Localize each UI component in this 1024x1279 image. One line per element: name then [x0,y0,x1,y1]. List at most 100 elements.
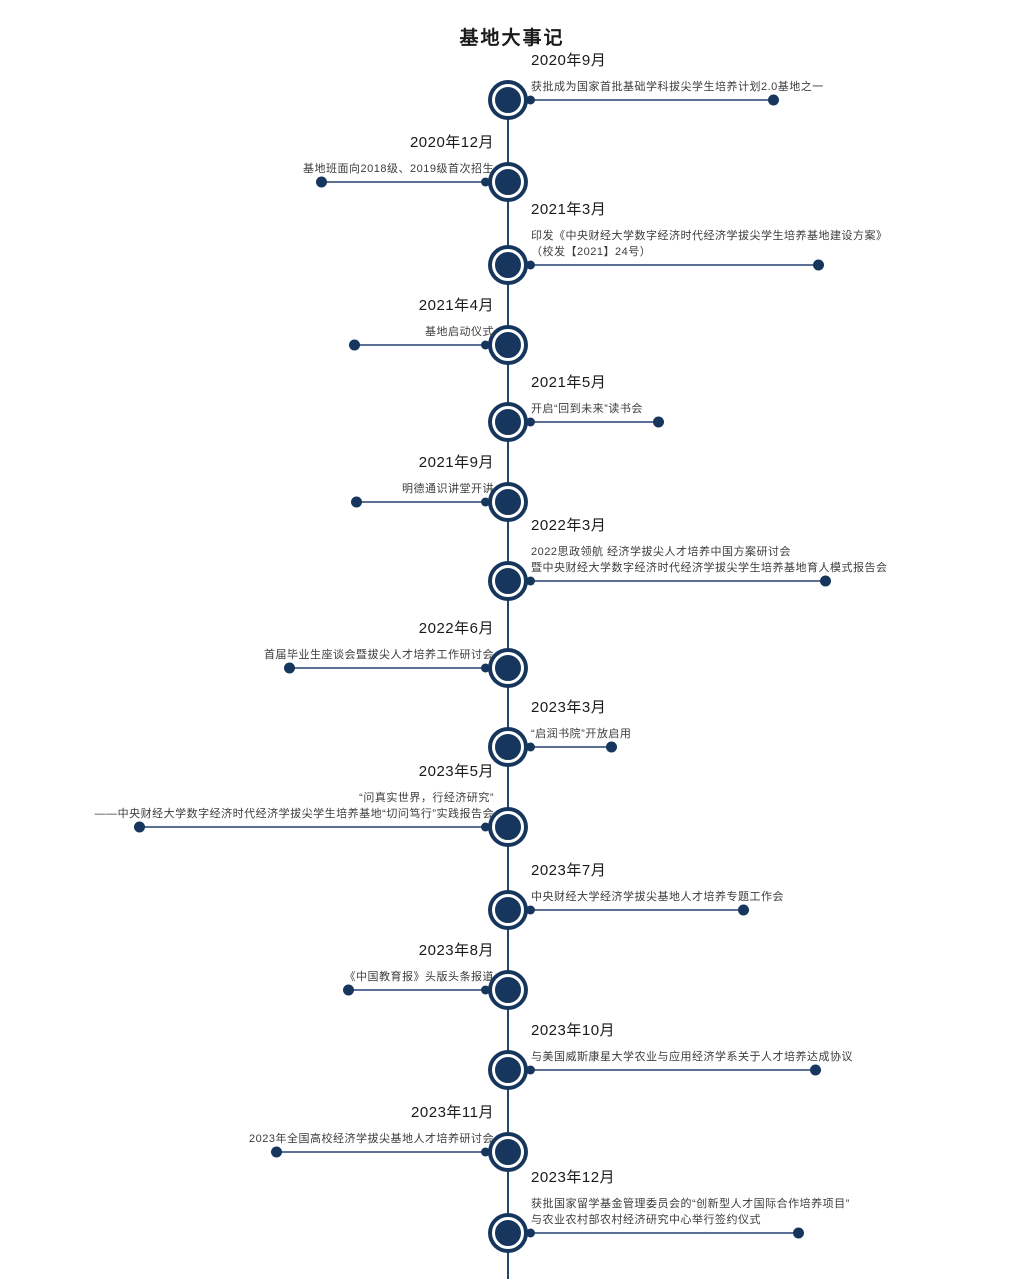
entry-description-line: 《中国教育报》头版头条报道 [344,971,494,983]
connector-line [526,1064,821,1076]
entry-description-line: 与农业农村部农村经济研究中心举行签约仪式 [531,1214,761,1226]
entry-description-line: 2022思政领航 经济学拔尖人才培养中国方案研讨会 [531,546,792,558]
connector-line [526,904,749,916]
connector-start-dot [526,905,535,915]
timeline-node-icon [492,652,524,684]
entry-date: 2022年3月 [531,517,607,534]
timeline-node-icon [492,565,524,597]
connector-end-dot [768,94,779,106]
entry-description: 首届毕业生座谈会暨拔尖人才培养工作研讨会 [264,647,494,663]
connector-start-dot [481,497,490,507]
entry-description: 中央财经大学经济学拔尖基地人才培养专题工作会 [531,889,784,905]
connector-start-dot [526,742,535,752]
timeline-node-icon [492,1054,524,1086]
connector-line [526,416,664,428]
entry-date: 2020年12月 [409,134,494,151]
connector-start-dot [481,663,490,673]
timeline-axis [507,100,509,1279]
entry-content: 2022年6月 首届毕业生座谈会暨拔尖人才培养工作研讨会 [264,617,494,663]
entry-content: 2021年3月 印发《中央财经大学数字经济时代经济学拔尖学生培养基地建设方案》 （… [531,198,888,260]
connector-line [351,496,490,508]
connector-end-dot [271,1146,282,1158]
entry-description: 基地启动仪式 [419,324,494,340]
timeline-node-icon [492,249,524,281]
connector-start-dot [481,340,490,350]
timeline-node-icon [492,329,524,361]
connector-end-dot [351,496,362,508]
connector-line [271,1146,490,1158]
entry-date: 2023年5月 [418,763,494,780]
entry-description-line: 基地班面向2018级、2019级首次招生 [303,163,494,175]
entry-description: 获批成为国家首批基础学科拔尖学生培养计划2.0基地之一 [531,79,824,95]
entry-content: 2023年10月 与美国威斯康星大学农业与应用经济学系关于人才培养达成协议 [531,1019,853,1065]
entry-description-line: “启润书院”开放启用 [531,728,632,740]
entry-description-line: 明德通识讲堂开讲 [402,483,494,495]
entry-content: 2021年5月 开启“回到未来”读书会 [531,371,643,417]
entry-date: 2020年9月 [531,52,607,69]
entry-description-line: 开启“回到未来”读书会 [531,403,643,415]
entry-description-line: 获批国家留学基金管理委员会的“创新型人才国际合作培养项目” [531,1198,850,1210]
entry-description: “启润书院”开放启用 [531,726,631,742]
entry-date: 2023年7月 [531,862,607,879]
timeline-node-icon [492,811,524,843]
connector-end-dot [606,741,617,753]
entry-content: 2023年8月 《中国教育报》头版头条报道 [345,939,495,985]
entry-date: 2023年3月 [531,699,607,716]
entry-content: 2022年3月 2022思政领航 经济学拔尖人才培养中国方案研讨会 暨中央财经大学… [531,514,888,576]
entry-date: 2023年12月 [531,1169,616,1186]
connector-line [134,821,490,833]
connector-start-dot [526,576,535,586]
connector-end-dot [316,176,327,188]
connector-start-dot [481,1147,490,1157]
connector-line [349,339,490,351]
entry-description-line: 2023年全国高校经济学拔尖基地人才培养研讨会 [249,1133,494,1145]
connector-line [316,176,490,188]
entry-description-line: “问真实世界，行经济研究” [359,792,494,804]
entry-content: 2023年3月 “启润书院”开放启用 [531,696,631,742]
page-title: 基地大事记 [459,27,565,49]
connector-end-dot [813,259,824,271]
connector-line [526,1227,804,1239]
connector-start-dot [481,985,490,995]
connector-start-dot [481,822,490,832]
connector-start-dot [526,1228,535,1238]
timeline-node-icon [492,731,524,763]
entry-content: 2021年9月 明德通识讲堂开讲 [402,451,494,497]
entry-description: 开启“回到未来”读书会 [531,401,643,417]
connector-start-dot [526,260,535,270]
entry-description-line: 首届毕业生座谈会暨拔尖人才培养工作研讨会 [264,649,494,661]
entry-date: 2022年6月 [418,620,494,637]
entry-content: 2023年5月 “问真实世界，行经济研究” ——中央财经大学数字经济时代经济学拔尖… [95,760,494,822]
entry-content: 2020年12月 基地班面向2018级、2019级首次招生 [303,131,494,177]
timeline-node-icon [492,1217,524,1249]
entry-description-line: 获批成为国家首批基础学科拔尖学生培养计划2.0基地之一 [531,81,824,93]
connector-end-dot [284,662,295,674]
entry-date: 2021年3月 [531,201,607,218]
entry-description: 获批国家留学基金管理委员会的“创新型人才国际合作培养项目” 与农业农村部农村经济研… [531,1196,850,1228]
entry-date: 2021年9月 [418,454,494,471]
connector-start-dot [481,177,490,187]
connector-end-dot [820,575,831,587]
connector-line [343,984,490,996]
connector-start-dot [526,1065,535,1075]
entry-date: 2023年10月 [531,1022,616,1039]
timeline-node-icon [492,84,524,116]
connector-line [526,94,779,106]
connector-start-dot [526,95,535,105]
connector-line [526,741,617,753]
entry-description: 与美国威斯康星大学农业与应用经济学系关于人才培养达成协议 [531,1049,853,1065]
timeline-node-icon [492,1136,524,1168]
timeline-node-icon [492,894,524,926]
connector-line [526,259,824,271]
entry-date: 2023年8月 [418,942,494,959]
timeline-node-icon [492,486,524,518]
entry-content: 2023年12月 获批国家留学基金管理委员会的“创新型人才国际合作培养项目” 与农… [531,1166,850,1228]
entry-description-line: 印发《中央财经大学数字经济时代经济学拔尖学生培养基地建设方案》 [531,230,888,242]
connector-end-dot [810,1064,821,1076]
connector-end-dot [653,416,664,428]
entry-description: 基地班面向2018级、2019级首次招生 [303,161,494,177]
timeline-node-icon [492,406,524,438]
timeline-node-icon [492,974,524,1006]
entry-content: 2020年9月 获批成为国家首批基础学科拔尖学生培养计划2.0基地之一 [531,49,824,95]
